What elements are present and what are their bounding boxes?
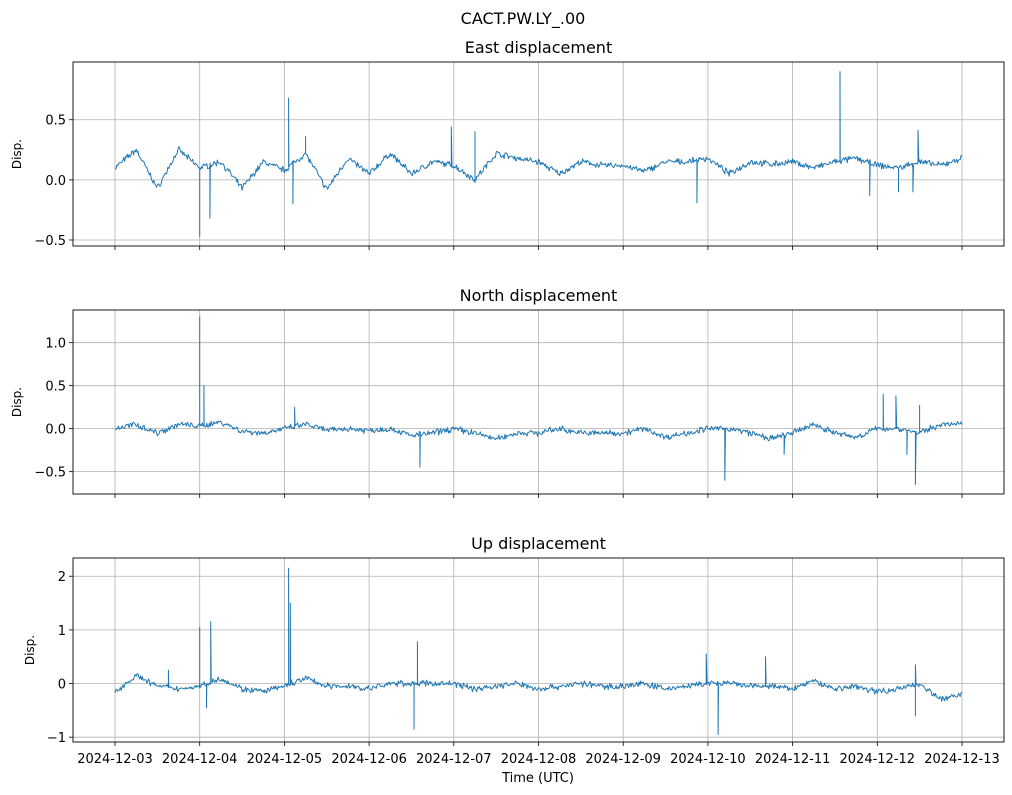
y-tick-label: −0.5	[34, 466, 66, 481]
y-tick-label: 0.5	[45, 380, 66, 395]
x-tick-label: 2024-12-07	[416, 752, 492, 767]
x-tick-label: 2024-12-05	[247, 752, 323, 767]
figure-title: CACT.PW.LY_.00	[461, 9, 586, 29]
subplot-north: 1.0 0.5 0.0 −0.5 North displacement Disp.	[10, 286, 1005, 498]
axes-frame	[72, 309, 1005, 495]
x-tick-label: 2024-12-11	[755, 752, 831, 767]
subplot-up: 2024-12-03 2024-12-04 2024-12-05 2024-12-06…	[23, 534, 1005, 767]
x-tick-label: 2024-12-10	[670, 752, 746, 767]
axes-frame	[72, 61, 1005, 247]
series-line	[114, 316, 963, 485]
y-tick-label: 0	[58, 678, 66, 693]
x-tick-label: 2024-12-04	[162, 752, 238, 767]
y-tick-label: 1.0	[45, 337, 66, 352]
subplot-title: East displacement	[465, 38, 612, 57]
y-tick-label: 0.0	[45, 423, 66, 438]
x-tick-label: 2024-12-08	[501, 752, 577, 767]
y-tick-label: 0.5	[45, 114, 66, 129]
x-tick-label: 2024-12-06	[331, 752, 407, 767]
y-axis-label: Disp.	[10, 139, 24, 169]
y-tick-label: 1	[58, 624, 66, 639]
series-line	[114, 567, 963, 735]
y-tick-label: 2	[58, 570, 66, 585]
y-tick-label: 0.0	[45, 174, 66, 189]
subplot-east: 0.5 0.0 −0.5 East displacement Disp.	[10, 38, 1005, 250]
y-tick-label: −1	[47, 731, 66, 746]
subplot-title: North displacement	[460, 286, 618, 305]
axes-frame	[72, 557, 1005, 743]
subplot-title: Up displacement	[471, 534, 606, 553]
x-axis-label: Time (UTC)	[501, 771, 574, 786]
y-tick-label: −0.5	[34, 234, 66, 249]
y-axis-label: Disp.	[23, 635, 37, 665]
x-tick-label: 2024-12-13	[924, 752, 1000, 767]
y-axis-label: Disp.	[10, 387, 24, 417]
series-line	[114, 71, 963, 237]
x-tick-label: 2024-12-03	[77, 752, 153, 767]
x-tick-label: 2024-12-12	[840, 752, 916, 767]
x-tick-label: 2024-12-09	[585, 752, 661, 767]
